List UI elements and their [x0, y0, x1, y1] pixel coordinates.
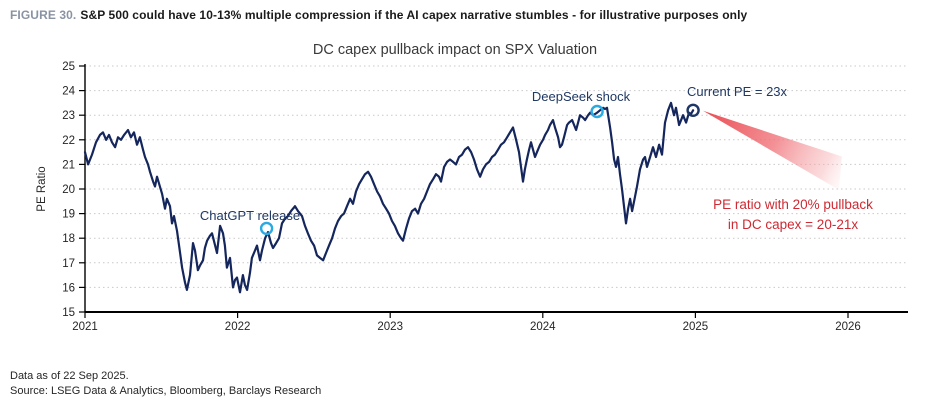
x-tick-label: 2026 — [835, 321, 861, 333]
x-tick-label: 2025 — [683, 321, 709, 333]
y-tick-label: 15 — [62, 307, 75, 319]
x-tick-label: 2024 — [530, 321, 556, 333]
x-tick-label: 2023 — [377, 321, 403, 333]
x-axis-ticks — [84, 312, 849, 318]
chart-title: DC capex pullback impact on SPX Valuatio… — [312, 42, 598, 58]
y-tick-label: 25 — [62, 61, 75, 73]
annotation-chatgpt-release: ChatGPT release — [200, 208, 300, 223]
y-tick-label: 24 — [62, 86, 75, 98]
annotation-current-pe: Current PE = 23x — [687, 84, 788, 99]
projection-wedge — [703, 110, 842, 190]
footer-data-as-of: Data as of 22 Sep 2025. — [10, 370, 129, 382]
y-axis-ticks — [79, 65, 85, 313]
annotation-pullback-line2: in DC capex = 20-21x — [728, 217, 858, 232]
y-tick-label: 23 — [62, 110, 75, 122]
y-tick-label: 18 — [62, 233, 75, 245]
y-tick-label: 19 — [62, 209, 75, 221]
y-tick-label: 22 — [62, 135, 75, 147]
pe-ratio-series-line — [83, 101, 695, 294]
x-axis-tick-labels: 2021 2022 2023 2024 2025 2026 — [72, 321, 861, 333]
figure-title: S&P 500 could have 10-13% multiple compr… — [80, 8, 748, 22]
x-tick-label: 2021 — [72, 321, 98, 333]
marker-chatgpt-circle — [259, 221, 274, 236]
y-tick-label: 20 — [62, 184, 75, 196]
marker-deepseek-circle — [590, 104, 604, 119]
figure-header: FIGURE 30. S&P 500 could have 10-13% mult… — [10, 8, 747, 22]
x-tick-label: 2022 — [225, 321, 251, 333]
footer-source: Source: LSEG Data & Analytics, Bloomberg… — [10, 385, 322, 397]
annotation-deepseek-shock: DeepSeek shock — [532, 89, 631, 104]
y-axis-tick-labels: 15 16 17 18 19 20 21 22 23 24 25 — [62, 61, 75, 319]
y-tick-label: 17 — [62, 258, 75, 270]
figure-number: FIGURE 30. — [10, 8, 77, 22]
annotation-pullback-line1: PE ratio with 20% pullback — [713, 197, 873, 212]
horizontal-gridlines — [85, 65, 906, 288]
y-tick-label: 16 — [62, 282, 75, 294]
y-tick-label: 21 — [62, 159, 75, 171]
marker-current-circle — [686, 103, 700, 118]
y-axis-title: PE Ratio — [36, 166, 48, 211]
footer-notes: Data as of 22 Sep 2025. Source: LSEG Dat… — [10, 369, 321, 399]
event-markers — [259, 103, 700, 236]
